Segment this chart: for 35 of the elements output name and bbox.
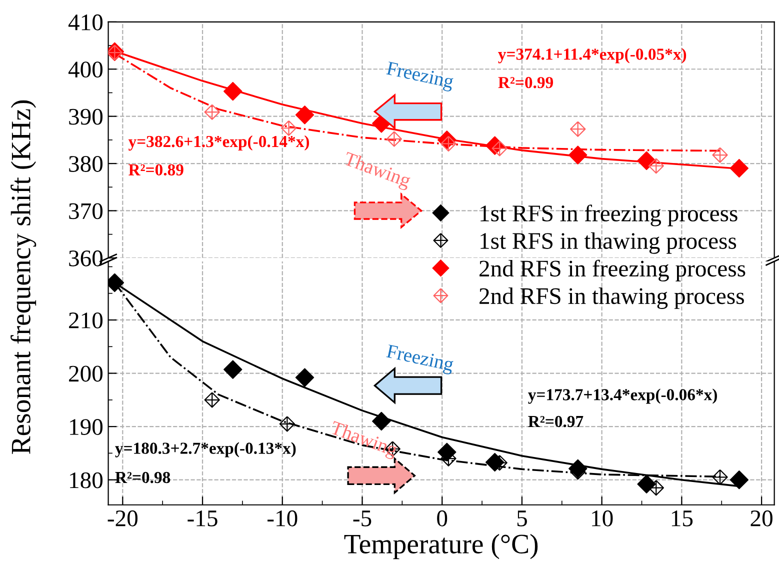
x-tick-label: 5 — [517, 510, 527, 526]
x-tick-label: 20 — [750, 510, 772, 526]
y-tick-label: 210 — [69, 312, 103, 328]
y-tick-label: 400 — [68, 62, 103, 78]
x-tick-label: -20 — [108, 510, 138, 526]
x-tick-label: 10 — [592, 510, 613, 526]
y-tick-label: 360 — [69, 250, 103, 266]
x-axis-title: Temperature (°C) — [344, 534, 538, 560]
legend-label: 1st RFS in thawing process — [480, 232, 736, 254]
y-tick-label: 190 — [70, 419, 103, 435]
annotation: R²=0.99 — [498, 76, 554, 88]
y-axis-title: Resonant frequency shift (KHz) — [10, 100, 36, 454]
annotation: y=173.7+13.4*exp(-0.06*x) — [528, 388, 717, 404]
x-tick-label: 0 — [437, 510, 448, 526]
x-tick-label: -10 — [268, 510, 298, 526]
x-tick-label: 15 — [672, 510, 693, 526]
x-tick-label: -5 — [353, 510, 372, 526]
y-tick-label: 410 — [68, 14, 103, 30]
legend-label: 1st RFS in freezing process — [480, 204, 738, 226]
annotation: R²=0.98 — [115, 472, 170, 484]
annotation: y=374.1+11.4*exp(-0.05*x) — [498, 48, 686, 64]
x-tick-label: -15 — [188, 510, 218, 526]
y-tick-label: 370 — [69, 203, 103, 220]
annotation: y=180.3+2.7*exp(-0.13*x) — [115, 442, 296, 458]
annotation: R²=0.89 — [128, 164, 184, 176]
legend-label: 2nd RFS in freezing process — [480, 260, 746, 282]
y-tick-label: 380 — [69, 156, 103, 172]
annotation: R²=0.97 — [528, 416, 584, 428]
annotation: y=382.6+1.3*exp(-0.14*x) — [128, 135, 310, 151]
y-tick-label: 180 — [70, 472, 103, 488]
y-tick-label: 390 — [69, 108, 103, 125]
annotation: Freezing — [385, 344, 454, 376]
annotation: Freezing — [385, 61, 454, 92]
legend-label: 2nd RFS in thawing process — [480, 287, 744, 309]
y-tick-label: 200 — [69, 366, 103, 382]
